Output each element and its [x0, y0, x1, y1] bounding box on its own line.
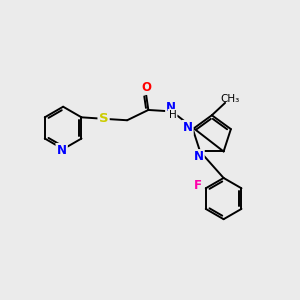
- Text: CH₃: CH₃: [221, 94, 240, 104]
- Text: N: N: [166, 101, 176, 114]
- Text: O: O: [141, 81, 151, 94]
- Text: N: N: [182, 121, 193, 134]
- Text: F: F: [194, 179, 202, 192]
- Text: S: S: [99, 112, 108, 125]
- Text: N: N: [194, 150, 204, 163]
- Text: H: H: [169, 110, 176, 120]
- Text: N: N: [57, 144, 67, 157]
